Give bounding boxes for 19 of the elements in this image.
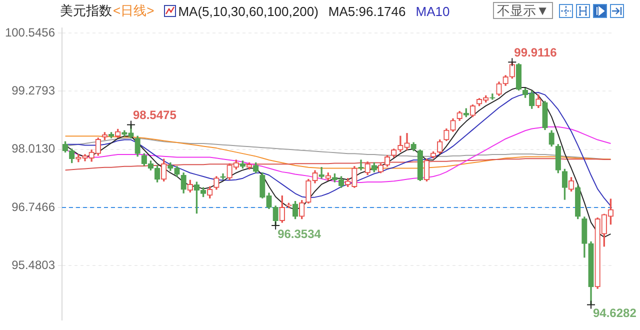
y-tick-label: 96.7466	[12, 200, 56, 214]
point	[271, 221, 280, 230]
point	[586, 300, 596, 310]
text: MA10	[416, 4, 450, 18]
data-label: 99.9116	[514, 45, 558, 60]
y-tick-label: 95.4803	[12, 258, 56, 272]
data-label: 94.6282	[593, 306, 637, 320]
legend-title: MA(5,10,30,60,100,200)	[178, 4, 318, 18]
text: MA5:96.1746	[328, 4, 406, 18]
y-tick-label: 98.0130	[12, 142, 56, 156]
point	[126, 120, 136, 130]
text: 不显示▼	[493, 2, 553, 19]
y-tick-label: 99.2793	[12, 83, 56, 98]
chart-subtitle: <日线>	[113, 2, 154, 20]
point	[508, 58, 517, 67]
data-label: 96.3534	[278, 226, 322, 241]
chart-title: 美元指数	[60, 2, 112, 20]
data-label: 98.5475	[133, 108, 177, 122]
y-tick-label: 100.5456	[4, 25, 56, 40]
